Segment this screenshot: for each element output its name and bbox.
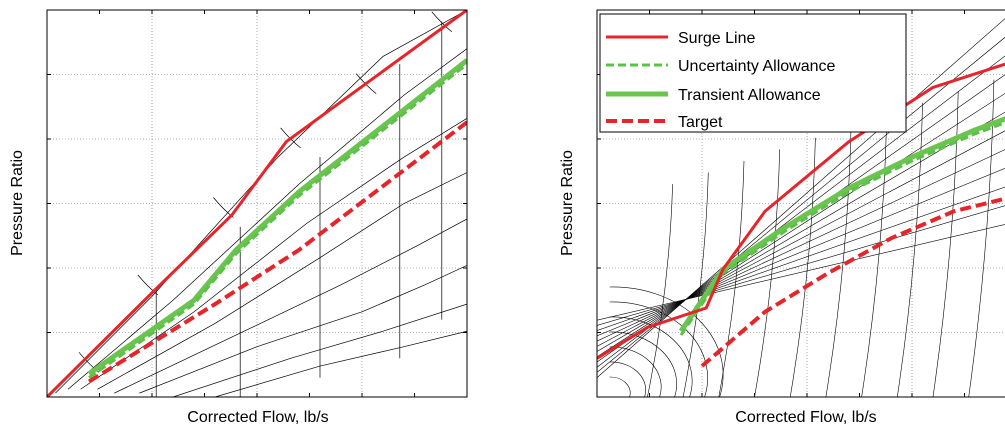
left-speed-line: [172, 303, 467, 397]
left-series-lines: [47, 10, 467, 397]
right-map-arc: [609, 376, 631, 397]
right-series-target: [700, 196, 1005, 368]
left-speed-line: [114, 218, 467, 394]
left-series-target: [87, 120, 467, 384]
right-map-curve: [897, 102, 923, 397]
left-chart: Corrected Flow, lb/s Pressure Ratio: [9, 9, 468, 426]
right-compressor-map: [597, 18, 1005, 397]
right-speed-line: [597, 149, 1005, 342]
right-chart: Corrected Flow, lb/s Pressure Ratio Surg…: [559, 9, 1005, 426]
right-series-lines: [597, 62, 1005, 368]
right-speed-line: [597, 186, 1005, 331]
left-speed-line: [139, 265, 467, 394]
legend-label-surge: Surge Line: [678, 30, 755, 47]
right-ylabel: Pressure Ratio: [559, 150, 576, 256]
right-map-curve: [861, 114, 888, 397]
left-map-arc: [137, 274, 159, 296]
right-map-curve: [754, 149, 780, 397]
left-series-surge: [47, 10, 467, 397]
right-map-arc: [609, 331, 677, 397]
legend-box: [599, 13, 907, 133]
right-map-curve: [825, 126, 852, 397]
right-map-arc: [609, 316, 693, 397]
left-grid: [46, 9, 468, 398]
right-map-curve: [932, 91, 959, 397]
right-series-uncertainty: [679, 121, 1005, 336]
right-map-arc: [609, 361, 647, 397]
right-speed-line: [597, 130, 1005, 347]
left-speed-line: [55, 10, 467, 394]
left-xlabel: Corrected Flow, lb/s: [187, 409, 328, 426]
right-speed-line: [597, 111, 1005, 352]
legend-label-target: Target: [678, 114, 723, 131]
legend-label-uncertainty: Uncertainty Allowance: [678, 58, 836, 75]
right-plot-frame: [596, 9, 1005, 398]
right-speed-line: [597, 93, 1005, 358]
right-speed-line: [597, 18, 1005, 378]
right-series-surge: [597, 62, 1005, 360]
right-map-arc: [609, 286, 724, 397]
left-map-arc: [431, 11, 453, 33]
right-xlabel: Corrected Flow, lb/s: [735, 409, 876, 426]
right-map-arc: [609, 346, 662, 397]
right-map-arc: [609, 301, 708, 397]
right-speed-line: [597, 36, 1005, 373]
right-speed-line: [597, 205, 1005, 326]
left-series-uncertainty: [88, 62, 467, 379]
legend: Surge Line Uncertainty Allowance Transie…: [599, 13, 907, 133]
legend-label-transient: Transient Allowance: [678, 87, 821, 104]
left-ylabel: Pressure Ratio: [9, 150, 26, 256]
left-speed-line: [214, 330, 467, 397]
right-map-curve: [718, 160, 745, 397]
right-speed-line: [597, 167, 1005, 337]
left-speed-line: [67, 48, 467, 390]
right-speed-line: [597, 55, 1005, 368]
right-map-curve: [647, 184, 673, 397]
left-plot-frame: [46, 9, 468, 398]
right-map-curve: [682, 172, 709, 397]
left-series-transient: [87, 58, 467, 376]
left-compressor-map: [55, 10, 467, 397]
